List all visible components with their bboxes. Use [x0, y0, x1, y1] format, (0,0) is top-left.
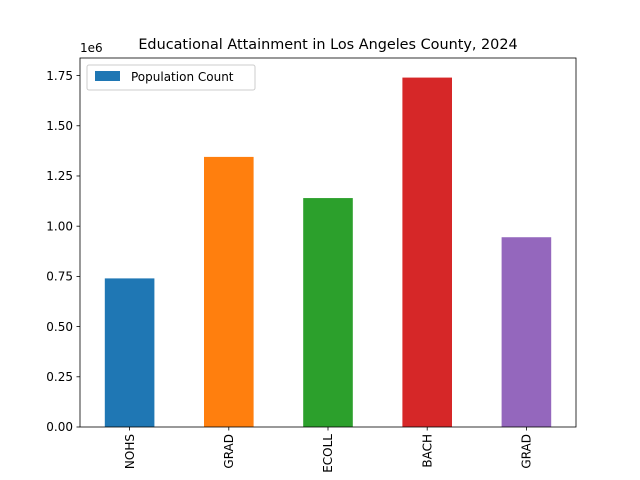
- bar: [303, 198, 353, 427]
- x-tick-label: BACH: [420, 434, 434, 468]
- bar: [501, 237, 552, 427]
- y-tick-label: 1.50: [46, 119, 73, 133]
- y-tick-label: 0.25: [46, 370, 73, 384]
- y-tick-label: 0.00: [46, 420, 73, 434]
- y-tick-label: 1.00: [46, 219, 73, 233]
- x-tick-label: GRAD: [520, 434, 534, 469]
- y-tick-label: 1.75: [46, 69, 73, 83]
- x-tick-label: GRAD: [222, 434, 236, 469]
- x-tick-label: NOHS: [123, 434, 137, 469]
- y-scale-label: 1e6: [80, 41, 103, 55]
- legend-swatch: [95, 71, 120, 81]
- y-tick-label: 1.25: [46, 169, 73, 183]
- bar: [204, 156, 254, 427]
- bar: [104, 278, 155, 427]
- legend: Population Count: [86, 64, 256, 91]
- chart-title: Educational Attainment in Los Angeles Co…: [138, 37, 517, 53]
- legend-label: Population Count: [131, 70, 234, 84]
- x-tick-label: ECOLL: [321, 434, 335, 473]
- y-tick-label: 0.50: [46, 320, 73, 334]
- bar: [402, 77, 452, 427]
- legend-frame: [86, 64, 256, 91]
- plot-frame: [79, 57, 577, 428]
- y-tick-label: 0.75: [46, 270, 73, 284]
